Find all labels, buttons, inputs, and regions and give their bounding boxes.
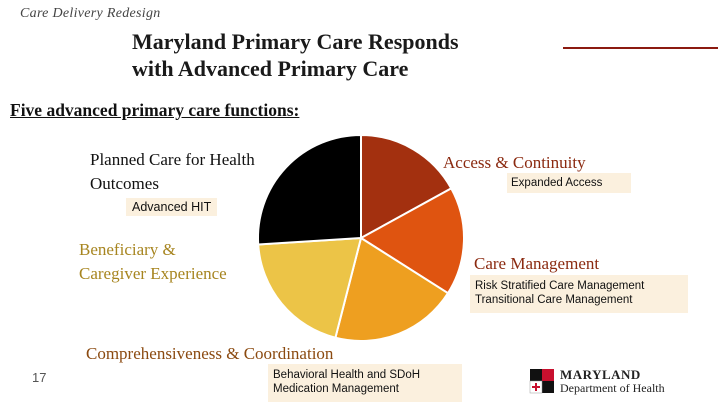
subtitle: Five advanced primary care functions: bbox=[10, 100, 300, 120]
section-label: Care Delivery Redesign bbox=[20, 6, 161, 21]
care-management-label: Care Management bbox=[474, 254, 600, 273]
pie-slice-4 bbox=[257, 236, 363, 339]
advanced-hit-box: Advanced HIT bbox=[126, 198, 218, 216]
expanded-access-box: Expanded Access bbox=[507, 173, 631, 193]
pie-slice-5 bbox=[257, 134, 362, 246]
page-number: 17 bbox=[32, 370, 47, 385]
comprehensiveness-label: Comprehensiveness & Coordination bbox=[86, 344, 334, 363]
beneficiary-line-1: Beneficiary & bbox=[79, 240, 176, 259]
pie-slice-3 bbox=[334, 236, 450, 342]
beneficiary-line-2: Caregiver Experience bbox=[79, 264, 227, 283]
pie-slice-1 bbox=[360, 134, 453, 240]
planned-care-line-2: Outcomes bbox=[90, 174, 159, 193]
planned-care-line-1: Planned Care for Health bbox=[90, 150, 255, 169]
comprehensiveness-box: Behavioral Health and SDoH Medication Ma… bbox=[268, 364, 462, 402]
title-line-2: with Advanced Primary Care bbox=[132, 56, 409, 81]
comprehensiveness-detail-2: Medication Management bbox=[273, 383, 399, 395]
logo-text-department: Department of Health bbox=[560, 381, 665, 395]
title-rule bbox=[563, 47, 718, 49]
logo-text-maryland: MARYLAND bbox=[560, 367, 641, 382]
pie-slice-2 bbox=[359, 187, 465, 295]
planned-care-label: Planned Care for Health Outcomes bbox=[90, 148, 300, 196]
access-continuity-label: Access & Continuity bbox=[443, 153, 586, 172]
title-line-1: Maryland Primary Care Responds bbox=[132, 29, 459, 54]
comprehensiveness-detail-1: Behavioral Health and SDoH bbox=[273, 369, 421, 381]
slide-title: Maryland Primary Care Responds with Adva… bbox=[132, 28, 459, 82]
functions-pie-chart bbox=[257, 134, 465, 342]
beneficiary-label: Beneficiary & Caregiver Experience bbox=[79, 238, 227, 286]
care-management-box: Risk Stratified Care Management Transiti… bbox=[470, 275, 688, 313]
maryland-health-logo-icon bbox=[529, 369, 554, 394]
care-management-detail-2: Transitional Care Management bbox=[475, 294, 633, 306]
care-management-detail-1: Risk Stratified Care Management bbox=[475, 280, 645, 292]
